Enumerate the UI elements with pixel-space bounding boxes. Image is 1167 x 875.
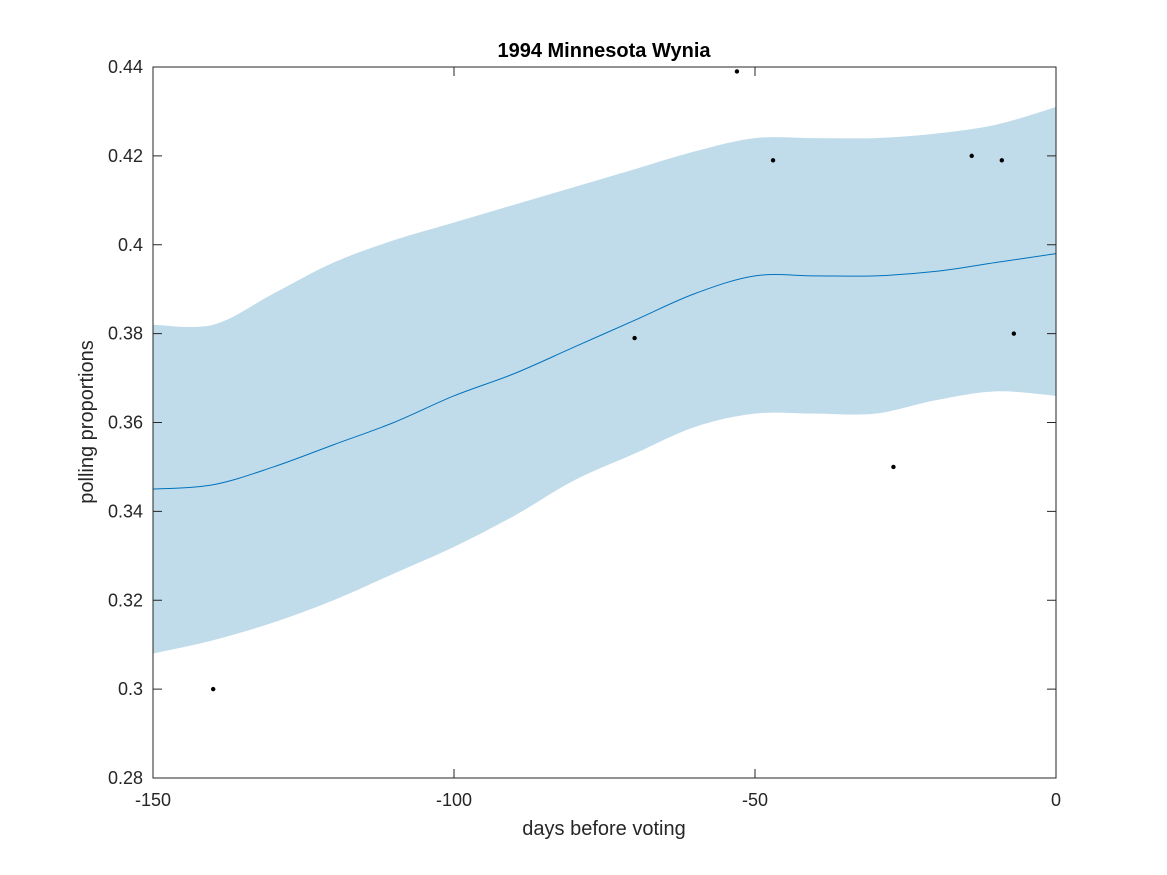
poll-point [734,69,740,74]
x-tick-label: 0 [1051,790,1061,810]
trend-line [152,253,1057,490]
poll-point [211,686,216,692]
poll-point [891,464,896,470]
x-axis-label: days before voting [522,818,685,840]
chart-title: 1994 Minnesota Wynia [497,40,711,62]
poll-point [770,158,776,163]
axes: -150 -100 -50 0 0.28 0.3 0.32 0.34 0.36 0.38 0.4 0.… [108,57,1061,810]
x-tick-label: -150 [135,790,171,810]
y-tick-label: 0.42 [108,146,143,166]
y-tick-label: 0.34 [108,501,143,521]
poll-point [999,158,1005,163]
plot-area [152,69,1057,692]
y-tick-label: 0.38 [108,324,143,344]
y-tick-label: 0.3 [118,679,143,699]
y-tick-label: 0.44 [108,57,143,77]
y-axis-label: polling proportions [76,340,98,503]
y-tick-label: 0.32 [108,590,143,610]
poll-point [1011,331,1017,336]
x-tick-label: -100 [436,790,472,810]
x-tick-label: -50 [742,790,768,810]
poll-point [969,153,974,159]
y-tick-label: 0.36 [108,413,143,433]
confidence-band [153,106,1056,654]
y-tick-label: 0.4 [118,235,143,255]
poll-point [632,335,637,341]
y-tick-label: 0.28 [108,768,143,788]
